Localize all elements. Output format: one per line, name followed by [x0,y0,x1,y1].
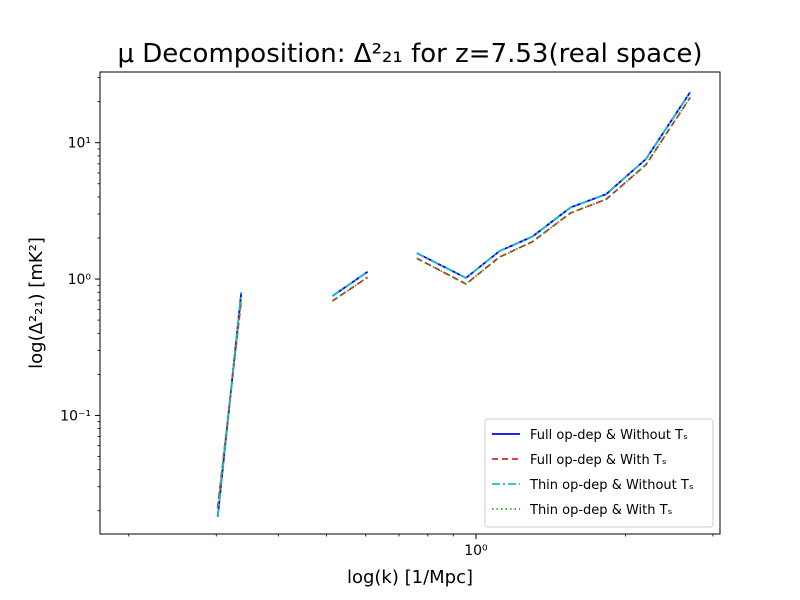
y-tick-label: 10⁻¹ [60,408,91,424]
series-segment [331,276,369,302]
series-line [216,96,691,508]
series-segment [416,96,691,285]
legend-label: Full op-dep & With Tₛ [530,453,667,468]
series-segment [331,271,369,297]
legend-label: Thin op-dep & Without Tₛ [529,478,694,493]
x-tick-label: 10⁰ [464,543,488,559]
x-axis-label: log(k) [1/Mpc] [347,567,473,588]
y-tick-label: 10¹ [68,136,91,152]
series-segment [416,91,691,279]
series-layer [216,91,691,518]
legend: Full op-dep & Without Tₛ Full op-dep & Wi… [484,418,714,528]
legend-label: Full op-dep & Without Tₛ [530,428,688,443]
series-segment [416,91,691,279]
y-axis-label: log(Δ²₂₁) [mK²] [26,237,47,369]
plot-area [99,71,721,535]
legend-box [484,418,714,528]
legend-label: Thin op-dep & With Tₛ [529,503,673,518]
series-segment [216,300,243,508]
chart-title: μ Decomposition: Δ²₂₁ for z=7.53(real sp… [117,39,702,69]
axis-ticks: 10⁰ 10⁻¹ 10⁰ 10¹ [60,77,714,559]
y-tick-label: 10⁰ [68,272,92,288]
series-segment [416,96,691,285]
